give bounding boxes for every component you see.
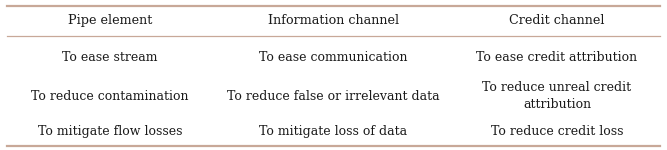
Text: Credit channel: Credit channel <box>509 14 605 27</box>
Text: To reduce credit loss: To reduce credit loss <box>491 125 623 138</box>
Text: Information channel: Information channel <box>268 14 399 27</box>
Text: Pipe element: Pipe element <box>68 14 152 27</box>
Text: To reduce unreal credit
attribution: To reduce unreal credit attribution <box>482 81 632 111</box>
Text: To reduce false or irrelevant data: To reduce false or irrelevant data <box>227 90 440 102</box>
Text: To ease stream: To ease stream <box>62 51 158 64</box>
Text: To ease communication: To ease communication <box>259 51 408 64</box>
Text: To reduce contamination: To reduce contamination <box>31 90 189 102</box>
Text: To mitigate loss of data: To mitigate loss of data <box>259 125 408 138</box>
Text: To mitigate flow losses: To mitigate flow losses <box>38 125 182 138</box>
Text: To ease credit attribution: To ease credit attribution <box>476 51 638 64</box>
